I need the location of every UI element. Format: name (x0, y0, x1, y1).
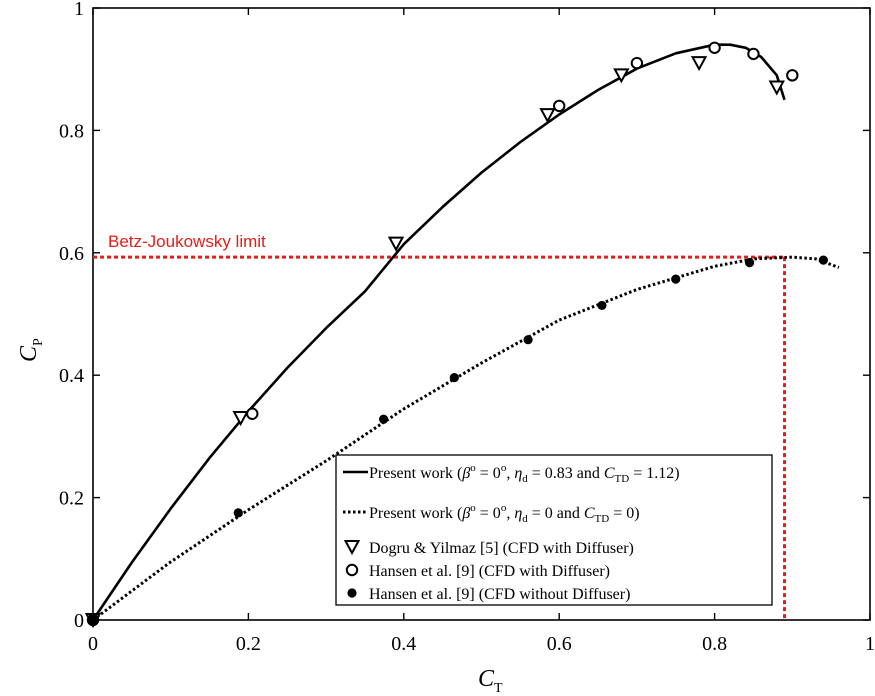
legend-entry-5: Hansen et al. [9] (CFD without Diffuser) (369, 586, 630, 603)
x-tick-label: 0 (88, 633, 98, 655)
x-axis-label: CT (478, 666, 503, 696)
point-triangle-down-4 (539, 108, 556, 124)
point-circle-filled-6 (597, 300, 607, 311)
point-circle-open-6 (747, 47, 760, 61)
x-tick-label: 0.4 (391, 633, 416, 655)
point-circle-filled-4 (449, 373, 459, 383)
x-tick-label: 0.8 (702, 633, 727, 655)
point-circle-filled-8 (744, 257, 755, 268)
point-circle-filled-3 (378, 414, 389, 424)
legend-marker-triangle-down (343, 540, 361, 556)
point-circle-filled-7 (671, 274, 681, 284)
legend-entry-2: Present work (βo = 0o, ηd = 0 and CTD = … (369, 502, 640, 525)
legend-entry-4: Hansen et al. [9] (CFD with Diffuser) (369, 563, 610, 580)
series-line-2 (92, 255, 840, 622)
point-circle-open-5 (708, 41, 721, 54)
point-circle-open-7 (786, 69, 799, 82)
point-circle-filled-9 (818, 255, 828, 265)
point-circle-open-4 (630, 56, 644, 70)
x-tick-label: 1 (865, 633, 875, 655)
betz-limit-label: Betz-Joukowsky limit (108, 232, 266, 251)
y-tick-label: 0 (74, 610, 84, 632)
point-triangle-down-3 (387, 236, 405, 252)
legend: Present work (βo = 0o, ηd = 0.83 and CTD… (335, 454, 773, 606)
y-tick-label: 1 (74, 0, 84, 20)
y-tick-label: 0.8 (59, 120, 84, 142)
point-circle-filled-2 (233, 508, 243, 518)
legend-entry-3: Dogru & Yilmaz [5] (CFD with Diffuser) (369, 540, 634, 557)
point-triangle-down-2 (232, 411, 249, 427)
legend-box (335, 454, 773, 606)
legend-marker-circle-open (345, 563, 359, 577)
y-axis-label: CP (16, 338, 46, 362)
legend-entry-1: Present work (βo = 0o, ηd = 0.83 and CTD… (369, 462, 680, 485)
point-triangle-down-6 (690, 56, 708, 72)
legend-marker-circle-filled (347, 588, 357, 598)
x-tick-label: 0.6 (547, 633, 572, 655)
series-line-1 (91, 43, 786, 621)
betz-limit-annotation: Betz-Joukowsky limit (93, 232, 787, 620)
point-circle-open-3 (553, 99, 566, 113)
axes: 0 0.2 0.4 0.6 0.8 1 0 0.2 0.4 0.6 0.8 1 CT CP (16, 0, 875, 696)
y-tick-label: 0.2 (59, 488, 84, 510)
point-triangle-down-5 (613, 68, 630, 84)
point-triangle-down-7 (768, 80, 785, 96)
point-circle-open-2 (246, 407, 259, 420)
point-circle-filled-5 (523, 335, 533, 345)
x-tick-label: 0.2 (236, 633, 261, 655)
y-tick-label: 0.6 (59, 243, 84, 265)
y-tick-label: 0.4 (59, 365, 84, 387)
